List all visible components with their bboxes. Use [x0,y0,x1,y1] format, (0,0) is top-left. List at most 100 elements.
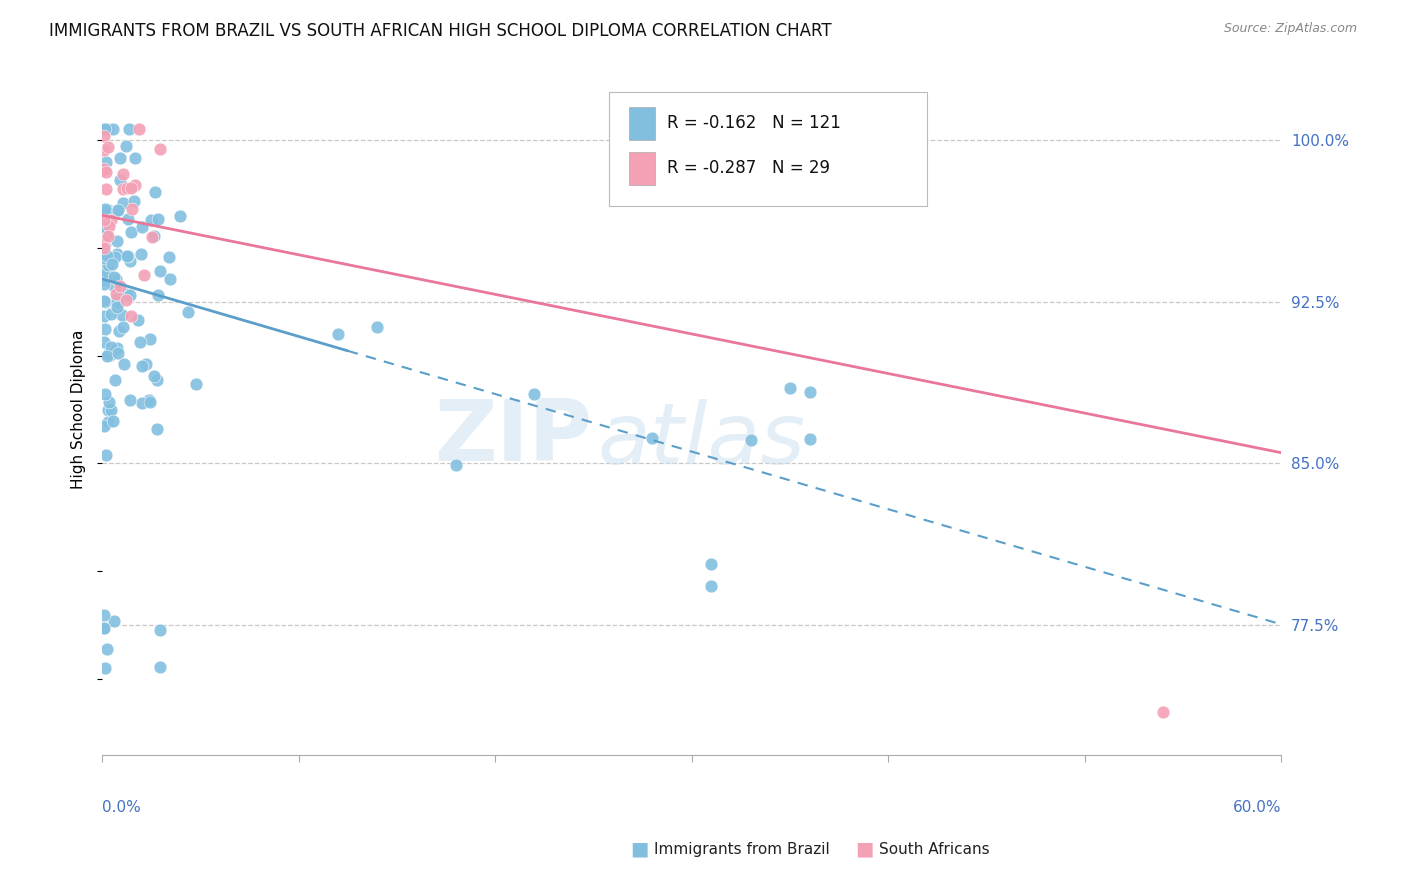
Point [107,203,129,218]
Point [111,196,134,211]
Point [740,433,762,447]
Point [148,288,170,302]
Point [93,607,115,622]
Point [93,235,115,249]
Point [97,121,120,136]
Point [108,279,131,293]
Point [131,396,153,410]
Point [142,368,165,383]
Point [94,182,117,196]
Point [141,230,163,244]
Point [139,395,162,409]
Point [101,252,124,267]
Point [138,392,160,407]
Point [96,642,118,657]
Point [121,202,143,217]
Point [94,273,117,287]
Point [98,252,121,266]
Point [326,327,349,342]
Point [120,225,142,239]
Point [159,272,181,286]
Point [94,202,117,217]
Point [111,167,134,181]
Text: South Africans: South Africans [879,842,990,856]
Point [149,142,172,156]
Point [93,252,115,267]
Text: Source: ZipAtlas.com: Source: ZipAtlas.com [1223,22,1357,36]
Point [93,220,115,235]
Point [98,259,121,273]
Point [97,347,120,361]
Point [94,251,117,265]
Point [105,300,128,314]
Bar [628,107,655,140]
Point [105,341,128,355]
Point [100,307,122,321]
Point [96,349,118,363]
Point [96,203,118,218]
Point [700,578,723,592]
Point [105,292,128,306]
Point [131,359,153,373]
Point [94,246,117,260]
Point [146,373,169,387]
Point [135,357,157,371]
Point [146,422,169,436]
Point [122,194,145,209]
Point [127,312,149,326]
Text: 60.0%: 60.0% [1233,800,1281,814]
Point [100,212,122,227]
Text: R = -0.287   N = 29: R = -0.287 N = 29 [666,159,830,177]
Point [110,309,132,323]
Point [93,293,115,308]
Point [112,357,135,371]
Y-axis label: High School Diploma: High School Diploma [72,330,86,489]
Point [142,228,165,243]
Point [105,247,128,261]
Point [114,139,136,153]
Point [93,144,115,158]
Point [120,254,142,268]
Point [103,278,125,293]
Point [93,162,115,177]
Point [131,219,153,234]
Point [93,237,115,252]
Point [94,387,117,401]
Point [149,623,172,637]
Point [93,622,115,636]
Point [93,335,115,350]
Point [149,660,172,674]
Point [103,614,125,628]
Point [444,458,467,472]
Point [108,173,131,187]
Point [94,121,117,136]
Point [117,250,139,264]
Text: atlas: atlas [598,399,806,482]
Point [93,129,115,144]
Point [1152,705,1174,719]
Text: R = -0.162   N = 121: R = -0.162 N = 121 [666,114,841,132]
Point [641,431,664,445]
Point [93,309,115,323]
Point [128,121,150,136]
Point [94,448,117,462]
Point [103,250,125,264]
Point [97,403,120,417]
Point [112,182,135,196]
Point [120,309,142,323]
Point [129,335,152,350]
Text: ■: ■ [855,839,875,859]
Point [93,121,115,136]
Point [118,393,141,408]
Point [799,432,821,446]
Point [107,346,129,360]
Point [169,209,191,223]
Point [523,387,546,401]
Point [105,235,128,249]
Point [105,294,128,309]
Point [138,333,160,347]
Point [97,140,120,154]
Point [104,373,127,387]
Point [93,241,115,255]
Point [93,121,115,136]
